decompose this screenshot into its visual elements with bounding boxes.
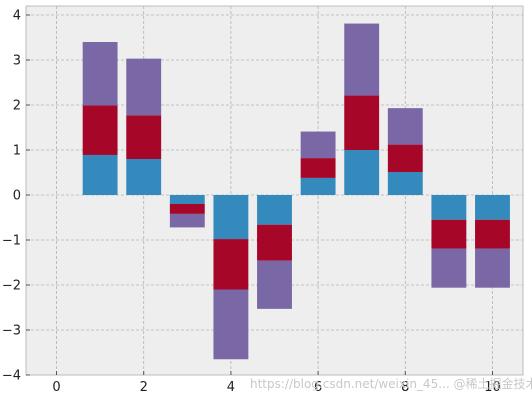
bar-segment [300, 177, 336, 195]
bar-segment [257, 224, 292, 261]
bar-segment [431, 219, 467, 249]
bar-segment [126, 159, 162, 195]
bar-segment [169, 195, 205, 204]
bar-segment [387, 172, 423, 195]
y-tick-label: −1 [2, 234, 21, 249]
plot-frame [25, 5, 524, 376]
y-tick-label: −4 [2, 369, 21, 384]
bar-segment [344, 23, 380, 96]
x-tick-label: 2 [140, 380, 148, 395]
bar-segment [82, 42, 118, 106]
x-tick-label: 6 [314, 380, 322, 395]
bar-segment [475, 219, 510, 249]
bar-segment [213, 239, 249, 290]
watermark: https://blog.csdn.net/weixin_45... @稀土掘金… [250, 376, 532, 391]
bar-segment [169, 213, 205, 228]
bar-segment [82, 154, 118, 195]
y-tick-label: 3 [13, 54, 21, 69]
bar-segment [387, 144, 423, 173]
y-tick-label: 0 [13, 189, 21, 204]
bar-segment [344, 150, 380, 195]
bar-segment [431, 248, 467, 288]
bar-segment [213, 289, 249, 360]
y-tick-label: 2 [13, 99, 21, 114]
bar-segment [344, 95, 380, 150]
bars [82, 23, 510, 360]
bar-segment [257, 195, 292, 225]
y-tick-label: 1 [13, 144, 21, 159]
y-tick-label: −3 [2, 324, 21, 339]
bar-segment [126, 58, 162, 116]
x-tick-label: 10 [484, 380, 501, 395]
bar-segment [431, 195, 467, 220]
y-axis-ticks: −4 −3 −2 −1 0 1 2 3 4 [2, 9, 30, 384]
x-tick-label: 0 [52, 380, 60, 395]
y-tick-label: 4 [13, 9, 21, 24]
bar-segment [213, 195, 249, 240]
y-tick-label: −2 [2, 279, 21, 294]
bar-segment [300, 131, 336, 159]
x-tick-label: 4 [227, 380, 235, 395]
bar-segment [300, 158, 336, 178]
bar-segment [169, 204, 205, 214]
bar-segment [387, 108, 423, 145]
bar-segment [475, 195, 510, 220]
x-axis-ticks: 0 2 4 6 8 10 [52, 371, 501, 395]
bar-segment [257, 260, 292, 309]
x-tick-label: 8 [401, 380, 409, 395]
bar-segment [475, 248, 510, 288]
bar-segment [126, 115, 162, 159]
bar-segment [82, 105, 118, 155]
